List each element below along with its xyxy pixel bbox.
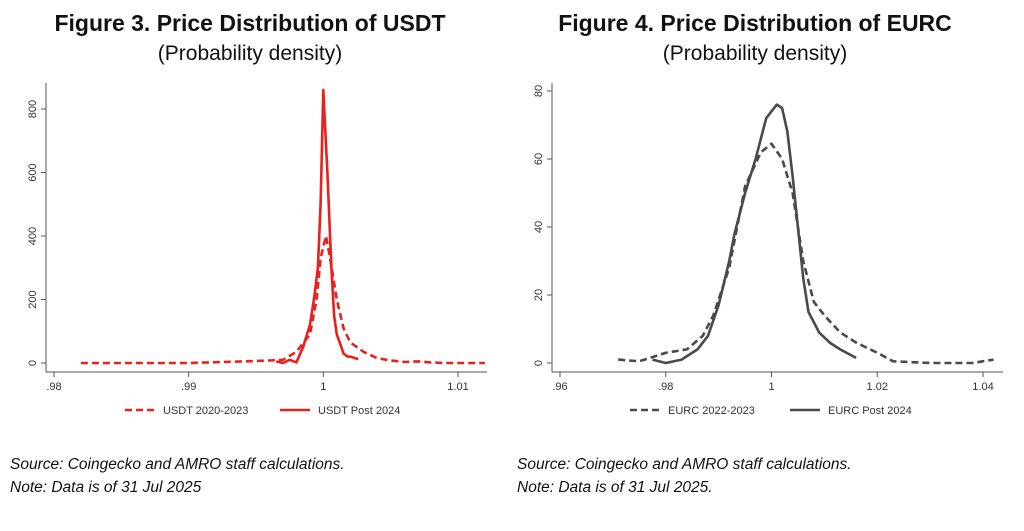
legend-label: EURC 2022-2023 xyxy=(668,405,755,417)
figure-3-title: Figure 3. Price Distribution of USDT xyxy=(54,10,446,36)
figure-4-subtitle: (Probability density) xyxy=(662,42,848,65)
y-tick-label: 80 xyxy=(533,85,545,97)
x-tick-label: .96 xyxy=(552,381,567,393)
y-tick-label: 60 xyxy=(533,153,545,165)
figure-4-note: Note: Data is of 31 Jul 2025. xyxy=(517,479,713,496)
y-tick-label: 600 xyxy=(27,163,39,181)
x-tick-label: .98 xyxy=(658,381,673,393)
figure-4-source: Source: Coingecko and AMRO staff calcula… xyxy=(517,456,852,473)
y-tick-label: 40 xyxy=(533,221,545,233)
legend-label: USDT 2020-2023 xyxy=(163,405,248,417)
figure-3-note: Note: Data is of 31 Jul 2025 xyxy=(10,479,202,496)
series-line-usdt-post-2024 xyxy=(275,88,359,365)
figure-3-subtitle: (Probability density) xyxy=(157,42,343,65)
x-tick-label: 1 xyxy=(768,381,774,393)
legend-label: USDT Post 2024 xyxy=(318,405,400,417)
x-tick-label: 1.04 xyxy=(972,381,993,393)
y-tick-label: 800 xyxy=(27,100,39,118)
x-tick-label: .99 xyxy=(181,381,196,393)
legend-label: EURC Post 2024 xyxy=(828,405,912,417)
x-tick-label: 1 xyxy=(320,381,326,393)
x-tick-label: 1.02 xyxy=(867,381,888,393)
figure-3-source: Source: Coingecko and AMRO staff calcula… xyxy=(10,456,345,473)
x-tick-label: .98 xyxy=(46,381,61,393)
series-line-eurc-2022-2023 xyxy=(618,142,994,365)
y-tick-label: 0 xyxy=(27,360,39,366)
y-tick-label: 400 xyxy=(27,227,39,245)
series-line-eurc-post-2024 xyxy=(652,103,857,365)
y-tick-label: 0 xyxy=(533,360,545,366)
figure-4-title: Figure 4. Price Distribution of EURC xyxy=(558,10,952,36)
y-tick-label: 200 xyxy=(27,290,39,308)
y-tick-label: 20 xyxy=(533,289,545,301)
x-tick-label: 1.01 xyxy=(447,381,468,393)
